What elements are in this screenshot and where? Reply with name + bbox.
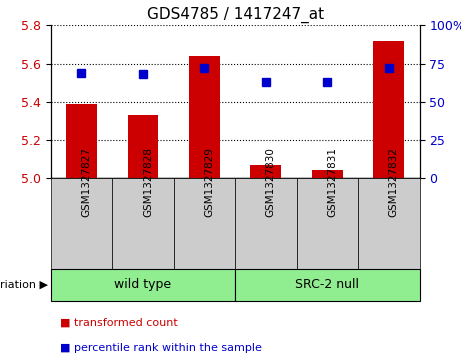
Text: ■ transformed count: ■ transformed count [60,318,177,328]
Bar [66,103,97,178]
Bar [296,178,358,269]
Bar [51,269,235,301]
Text: ■ percentile rank within the sample: ■ percentile rank within the sample [60,343,262,354]
Text: GSM1327827: GSM1327827 [82,147,91,217]
Title: GDS4785 / 1417247_at: GDS4785 / 1417247_at [147,7,324,23]
Bar [358,178,420,269]
Text: GSM1327829: GSM1327829 [204,147,214,217]
Bar [189,56,220,178]
Bar [128,115,158,178]
Text: GSM1327828: GSM1327828 [143,147,153,217]
Text: SRC-2 null: SRC-2 null [296,278,359,291]
Bar [174,178,235,269]
Bar [235,178,296,269]
Text: genotype/variation ▶: genotype/variation ▶ [0,280,48,290]
Bar [373,41,404,178]
Text: GSM1327831: GSM1327831 [327,147,337,217]
Bar [112,178,174,269]
Bar [312,170,343,178]
Text: GSM1327830: GSM1327830 [266,147,276,217]
Bar [235,269,420,301]
Bar [250,164,281,178]
Text: GSM1327832: GSM1327832 [389,147,399,217]
Text: wild type: wild type [114,278,171,291]
Bar [51,178,112,269]
